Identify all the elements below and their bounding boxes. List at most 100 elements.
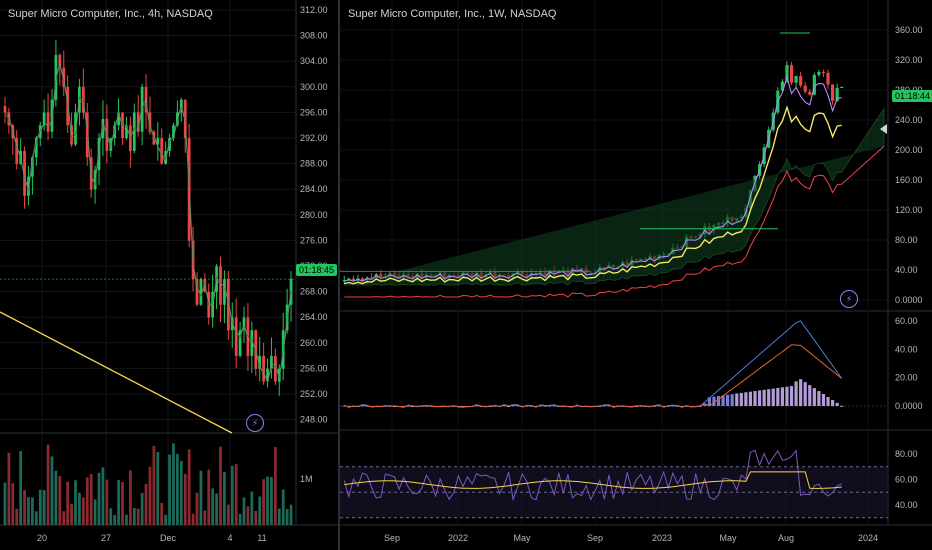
price-tick-label: 120.00 — [895, 205, 923, 215]
moving-average-line — [4, 62, 292, 382]
candle[interactable] — [238, 330, 242, 356]
rsi-tick-label: 80.00 — [895, 449, 918, 459]
candle[interactable] — [780, 81, 784, 91]
volume-bar — [238, 514, 242, 525]
candle[interactable] — [379, 274, 383, 277]
candle[interactable] — [270, 355, 273, 369]
candle[interactable] — [360, 278, 365, 281]
scroll-arrow-icon[interactable] — [880, 124, 887, 134]
candle[interactable] — [156, 138, 160, 145]
macd-histogram-bar — [817, 391, 821, 406]
volume-bar — [234, 464, 238, 525]
macd-histogram-bar — [502, 405, 506, 407]
right-chart-pane[interactable]: 360.00320.00280.00240.00200.00160.00120.… — [340, 0, 932, 550]
candle[interactable] — [234, 317, 238, 356]
right-price-chart[interactable]: 360.00320.00280.00240.00200.00160.00120.… — [340, 0, 932, 550]
candle[interactable] — [273, 355, 277, 382]
macd-histogram-bar — [525, 405, 529, 407]
time-tick-label: May — [719, 533, 737, 543]
candle[interactable] — [117, 112, 120, 126]
candle[interactable] — [34, 138, 38, 158]
candle[interactable] — [172, 125, 175, 139]
candle[interactable] — [794, 76, 798, 83]
candle[interactable] — [31, 157, 34, 177]
macd-tick-label: 60.00 — [895, 316, 918, 326]
candle[interactable] — [830, 84, 835, 101]
volume-bar — [19, 451, 23, 525]
right-chart-title: Super Micro Computer, Inc., 1W, NASDAQ — [348, 8, 557, 20]
candle[interactable] — [168, 138, 171, 151]
candle[interactable] — [136, 112, 140, 132]
left-chart-pane[interactable]: 312.00 308.00 304.00 300.00 296.00 292.00 288.… — [0, 0, 338, 550]
volume-bar — [152, 445, 156, 525]
candle[interactable] — [826, 72, 830, 85]
price-tick-label: 280.00 — [300, 210, 328, 220]
candle[interactable] — [803, 85, 807, 92]
candle[interactable] — [351, 278, 356, 281]
rsi-line — [343, 449, 842, 502]
candle[interactable] — [195, 279, 199, 305]
candle[interactable] — [785, 65, 789, 82]
candle[interactable] — [840, 86, 844, 88]
volume-bar — [266, 476, 269, 525]
price-tick-label: 256.00 — [300, 363, 328, 373]
lightning-icon[interactable]: ⚡ — [840, 290, 858, 308]
candle[interactable] — [812, 74, 816, 95]
macd-histogram-bar — [767, 389, 771, 406]
macd-histogram-bar — [808, 385, 812, 406]
time-tick-label: May — [513, 533, 531, 543]
candle[interactable] — [23, 150, 26, 196]
candle[interactable] — [262, 355, 265, 382]
candle[interactable] — [125, 125, 128, 139]
candle[interactable] — [160, 138, 164, 164]
right-countdown-label: 01:18:44 — [892, 90, 932, 102]
volume-bar — [34, 511, 38, 525]
macd-histogram-bar — [730, 394, 734, 406]
candle[interactable] — [121, 112, 124, 139]
volume-bar — [281, 489, 285, 525]
macd-histogram-bar — [548, 405, 552, 407]
candle[interactable] — [113, 125, 117, 139]
volume-bar — [93, 499, 97, 525]
candle[interactable] — [258, 355, 262, 369]
macd-histogram-bar — [675, 405, 680, 407]
candle[interactable] — [199, 279, 203, 305]
macd-histogram-bar — [342, 405, 346, 407]
volume-bar — [125, 514, 128, 525]
volume-bar — [11, 483, 15, 525]
candle[interactable] — [835, 87, 839, 101]
macd-histogram-bar — [602, 405, 607, 407]
candle[interactable] — [3, 106, 7, 113]
candle[interactable] — [148, 112, 152, 132]
volume-bar — [242, 497, 246, 525]
pane-divider[interactable] — [338, 0, 340, 550]
candle[interactable] — [97, 138, 101, 171]
candle[interactable] — [101, 118, 105, 139]
left-price-chart[interactable]: 312.00 308.00 304.00 300.00 296.00 292.00 288.… — [0, 0, 338, 550]
macd-histogram-bar — [799, 379, 803, 406]
price-tick-label: 80.00 — [895, 235, 918, 245]
candle[interactable] — [219, 266, 222, 305]
macd-histogram-bar — [835, 402, 839, 406]
candle[interactable] — [250, 330, 254, 356]
volume-bar — [62, 511, 66, 525]
volume-bar — [270, 476, 273, 525]
candle[interactable] — [821, 71, 826, 73]
candle[interactable] — [42, 112, 46, 126]
candle[interactable] — [81, 86, 85, 113]
macd-histogram-bar — [406, 405, 410, 407]
candle[interactable] — [789, 65, 794, 83]
candle[interactable] — [266, 368, 269, 382]
candle[interactable] — [808, 91, 812, 95]
candle[interactable] — [15, 138, 19, 164]
candle[interactable] — [46, 112, 50, 132]
trendline[interactable] — [0, 311, 233, 434]
price-tick-label: 284.00 — [300, 184, 328, 194]
macd-histogram-bar — [762, 389, 766, 406]
price-tick-label: 292.00 — [300, 133, 328, 143]
candle[interactable] — [223, 279, 226, 305]
candle[interactable] — [817, 71, 821, 75]
lightning-icon[interactable]: ⚡ — [246, 414, 264, 432]
candle[interactable] — [58, 54, 62, 68]
candle[interactable] — [799, 76, 803, 86]
